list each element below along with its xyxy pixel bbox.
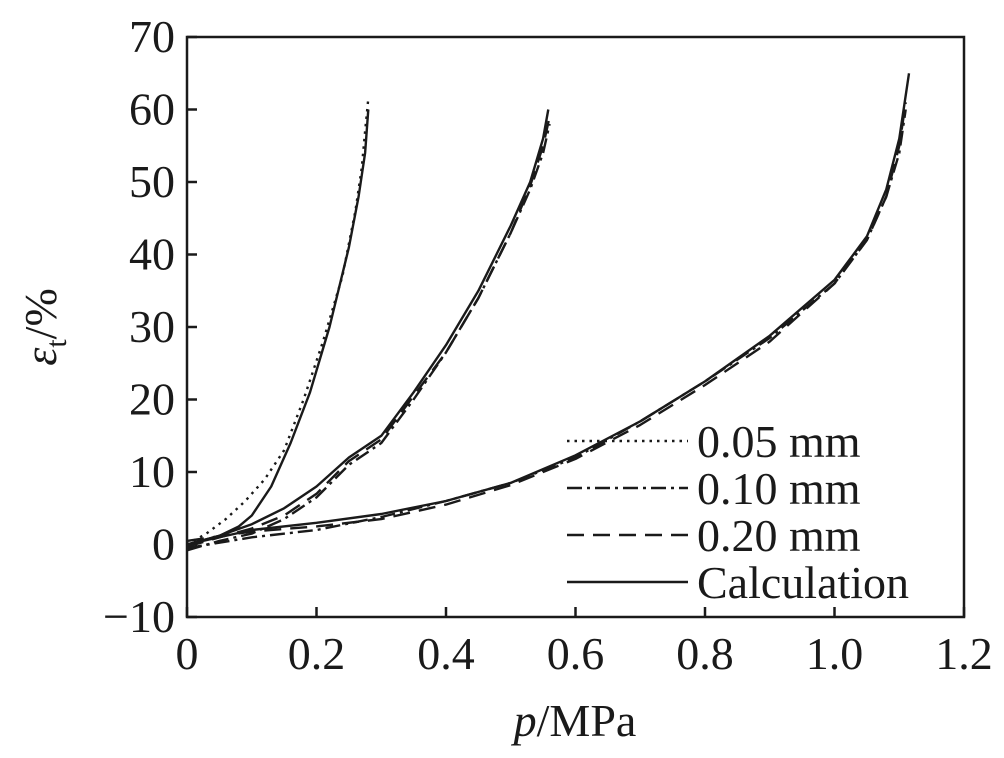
y-tick-label: 50: [129, 156, 175, 207]
x-tick-label: 0.4: [417, 628, 475, 679]
series-line-6: [186, 102, 907, 543]
y-tick-label: 70: [129, 11, 175, 62]
y-tick-label: −10: [103, 591, 175, 642]
y-tick-label: 0: [152, 519, 175, 570]
series-layer: [186, 73, 911, 552]
x-tick-label: 0.2: [288, 628, 346, 679]
series-line-5: [186, 109, 907, 550]
x-tick-label: 0.8: [676, 628, 734, 679]
series-line-3: [186, 116, 551, 548]
legend-label-2: 0.20 mm: [697, 510, 861, 561]
legend-label-3: Calculation: [697, 557, 909, 608]
x-tick-label: 0.6: [547, 628, 605, 679]
series-line-4: [186, 109, 550, 546]
series-line-7: [186, 73, 911, 546]
y-tick-label: 60: [129, 84, 175, 135]
x-tick-label: 1.0: [806, 628, 864, 679]
x-axis-label: p/MPa: [511, 695, 637, 746]
x-tick-label: 1.2: [935, 628, 993, 679]
y-tick-label: 10: [129, 446, 175, 497]
y-tick-label: 20: [129, 374, 175, 425]
series-line-1: [186, 109, 370, 546]
legend-label-1: 0.10 mm: [697, 463, 861, 514]
y-tick-label: 30: [129, 301, 175, 352]
series-line-0: [186, 98, 370, 546]
x-tick-label: 0: [176, 628, 199, 679]
legend-label-0: 0.05 mm: [697, 416, 861, 467]
y-tick-label: 40: [129, 229, 175, 280]
y-axis-label: εt/%: [15, 288, 73, 366]
